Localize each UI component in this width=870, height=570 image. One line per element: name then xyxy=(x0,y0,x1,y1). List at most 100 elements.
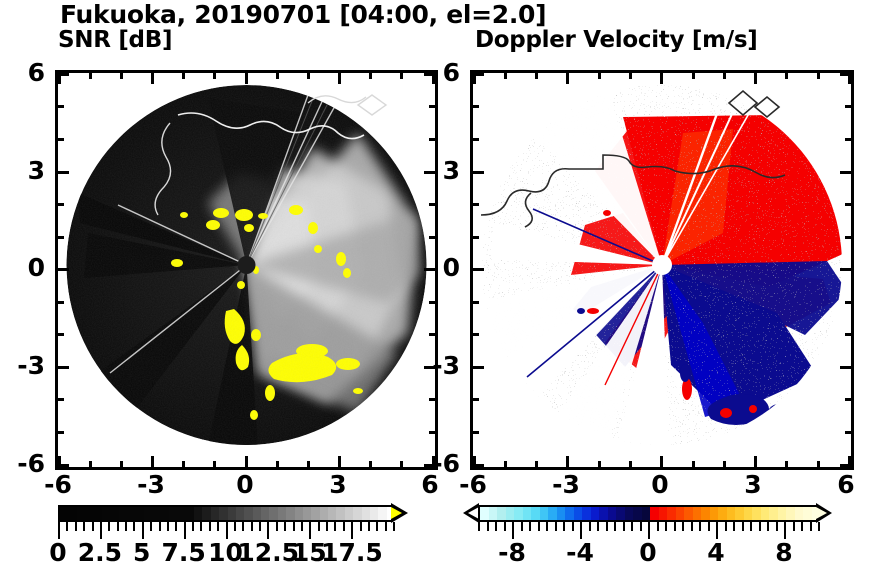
doppler-colorbar-tick xyxy=(571,522,574,531)
snr-colorbar-tick xyxy=(175,522,178,531)
snr-colorbar-segment xyxy=(286,507,296,520)
doppler-colorbar-segment xyxy=(480,507,490,520)
snr-colorbar-tick xyxy=(259,522,261,531)
doppler-colorbar-tick xyxy=(707,522,710,531)
snr-plot-panel[interactable] xyxy=(55,70,438,470)
doppler-panel-title: Doppler Velocity [m/s] xyxy=(475,27,758,53)
snr-colorbar-segment xyxy=(361,507,371,520)
doppler-colorbar-tick xyxy=(546,522,548,531)
doppler-colorbar-tick xyxy=(520,522,523,531)
doppler-xtick-m6: -6 xyxy=(459,470,487,499)
doppler-colorbar-segment xyxy=(514,507,524,520)
doppler-colorbar[interactable] xyxy=(463,503,838,539)
doppler-colorbar-tick xyxy=(775,522,778,531)
snr-colorbar-segment xyxy=(294,507,304,520)
snr-colorbar-segment xyxy=(135,507,145,520)
snr-ytick-0: 0 xyxy=(27,253,45,282)
snr-colorbar-tick xyxy=(158,522,161,531)
doppler-colorbar-arrow-right-fill xyxy=(816,507,827,519)
snr-colorbar-tick xyxy=(367,522,370,531)
snr-colorbar-tick xyxy=(217,522,220,531)
doppler-colorbar-label-0: 0 xyxy=(639,538,657,567)
doppler-colorbar-tick xyxy=(631,522,633,531)
radar-site-marker xyxy=(237,256,256,274)
snr-colorbar-tick xyxy=(91,522,94,531)
doppler-colorbar-tick xyxy=(622,522,625,531)
doppler-colorbar-tick xyxy=(699,522,701,531)
snr-colorbar-tick xyxy=(275,522,278,531)
doppler-colorbar-tick xyxy=(614,522,616,531)
doppler-colorbar-segment xyxy=(488,507,498,520)
snr-colorbar-label-2_5: 2.5 xyxy=(77,538,123,567)
doppler-colorbar-segment xyxy=(743,507,753,520)
snr-colorbar-segment xyxy=(101,507,111,520)
snr-colorbar-tick xyxy=(99,522,102,539)
snr-colorbar-segment xyxy=(302,507,312,520)
snr-colorbar-segment xyxy=(210,507,220,520)
doppler-colorbar-tick xyxy=(486,522,489,531)
doppler-colorbar-segment xyxy=(616,507,626,520)
snr-xtick-0: 0 xyxy=(236,470,254,499)
doppler-plot-panel[interactable] xyxy=(470,70,854,470)
doppler-colorbar-tick xyxy=(503,522,506,531)
doppler-colorbar-tick xyxy=(784,522,786,539)
doppler-colorbar-tick xyxy=(656,522,659,531)
snr-panel-title: SNR [dB] xyxy=(58,27,173,53)
snr-colorbar-segment xyxy=(369,507,379,520)
doppler-plot-area xyxy=(473,73,851,467)
snr-colorbar-segment xyxy=(319,507,329,520)
snr-colorbar-tick xyxy=(233,522,236,531)
doppler-colorbar-tick xyxy=(529,522,531,531)
doppler-xtick-0: 0 xyxy=(651,470,669,499)
doppler-ytick-3: 3 xyxy=(442,156,460,185)
snr-colorbar-tick xyxy=(166,522,169,531)
coastline-overlay xyxy=(480,89,786,228)
snr-xtick-m3: -3 xyxy=(137,470,165,499)
snr-colorbar-label-10: 10 xyxy=(208,538,243,567)
doppler-colorbar-tick xyxy=(478,522,480,531)
doppler-colorbar-tick xyxy=(741,522,744,531)
doppler-colorbar-segment xyxy=(726,507,736,520)
snr-xtick-m6: -6 xyxy=(44,470,72,499)
snr-colorbar-segment xyxy=(378,507,388,520)
snr-colorbar-segment xyxy=(194,507,203,520)
snr-colorbar-tick xyxy=(58,522,60,539)
snr-colorbar-segment xyxy=(227,507,237,520)
snr-colorbar-label-12_5: 12.5 xyxy=(237,538,300,567)
snr-colorbar-segment xyxy=(328,507,337,520)
doppler-colorbar-tick xyxy=(665,522,667,531)
snr-colorbar-tick xyxy=(141,522,144,539)
snr-colorbar[interactable] xyxy=(58,503,408,539)
doppler-xtick-m3: -3 xyxy=(552,470,580,499)
snr-colorbar-segment xyxy=(93,507,103,520)
doppler-colorbar-segment xyxy=(692,507,702,520)
snr-colorbar-arrow-fill xyxy=(391,507,402,519)
snr-colorbar-label-17_5: 17.5 xyxy=(321,538,383,567)
snr-colorbar-tick xyxy=(74,522,77,531)
doppler-colorbar-segment xyxy=(556,507,566,520)
snr-ytick-6: 6 xyxy=(27,58,45,87)
snr-colorbar-tick xyxy=(83,522,86,531)
doppler-colorbar-tick xyxy=(767,522,769,531)
snr-colorbar-tick xyxy=(300,522,303,531)
snr-colorbar-segment xyxy=(68,507,78,520)
snr-colorbar-tick xyxy=(200,522,203,531)
snr-colorbar-segment xyxy=(177,507,187,520)
snr-colorbar-tick xyxy=(108,522,111,531)
snr-colorbar-tick xyxy=(393,522,395,531)
snr-colorbar-segment xyxy=(152,507,162,520)
doppler-colorbar-tick xyxy=(818,522,820,531)
snr-colorbar-tick xyxy=(225,522,228,539)
doppler-colorbar-segment xyxy=(633,507,643,520)
snr-colorbar-label-0: 0 xyxy=(49,538,67,567)
doppler-colorbar-segment xyxy=(667,507,677,520)
snr-colorbar-tick xyxy=(326,522,328,531)
doppler-colorbar-segment xyxy=(735,507,745,520)
snr-colorbar-tick xyxy=(334,522,337,531)
doppler-colorbar-tick xyxy=(792,522,795,531)
doppler-colorbar-segment xyxy=(531,507,541,520)
doppler-colorbar-segment xyxy=(769,507,779,520)
snr-colorbar-tick xyxy=(183,522,186,539)
snr-colorbar-tick xyxy=(66,522,69,531)
